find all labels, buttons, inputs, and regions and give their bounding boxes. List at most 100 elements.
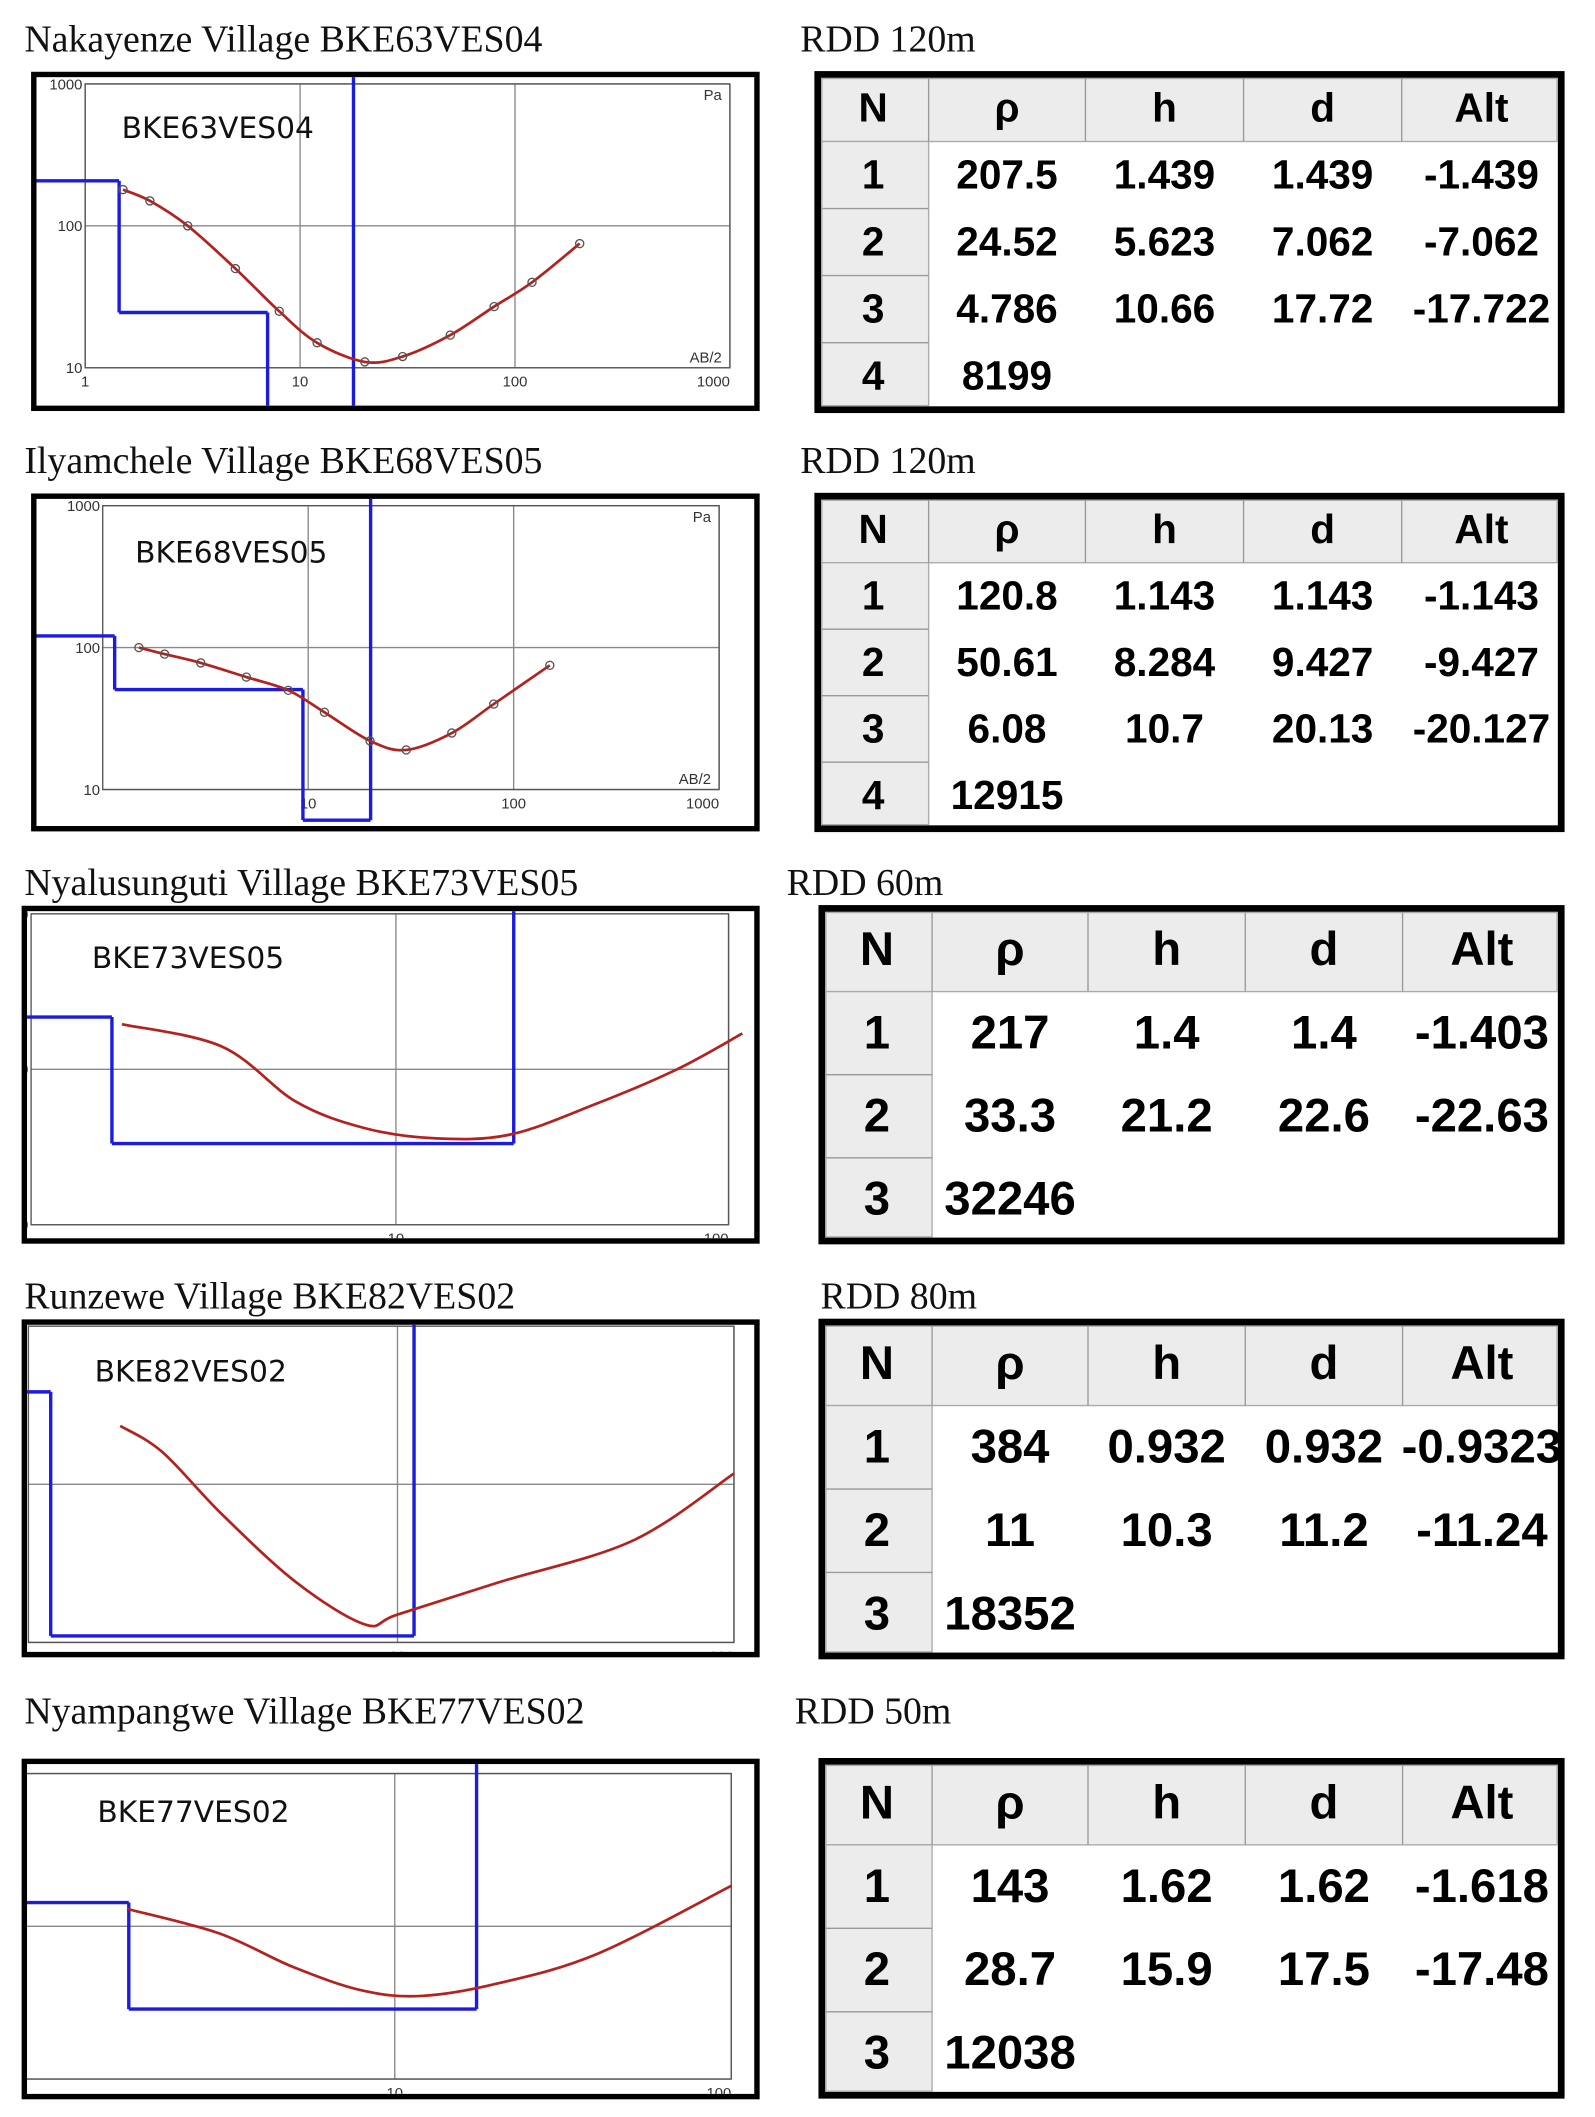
table-cell: 2 <box>864 1943 890 1996</box>
table-caption: RDD 80m <box>820 1276 977 1318</box>
plot-frame <box>102 504 720 791</box>
data-point <box>196 658 206 668</box>
x-axis-label: AB/2 <box>690 350 722 366</box>
table-cell: 6.08 <box>968 705 1047 751</box>
data-point <box>182 221 193 231</box>
data-point <box>365 736 375 746</box>
column-header: ρ <box>994 84 1019 130</box>
header-row <box>821 499 1558 564</box>
column-header: Alt <box>1454 84 1508 130</box>
table-cell: 3 <box>864 2027 890 2080</box>
chart-frame <box>31 493 760 832</box>
table-cell: 143 <box>971 1860 1050 1913</box>
y-tick-label: 10 <box>6 2072 23 2088</box>
table-cell: 4.786 <box>956 286 1057 332</box>
table-cell: 384 <box>971 1420 1051 1473</box>
fitted-curve <box>138 646 551 752</box>
y-tick-label: 10 <box>12 1218 29 1234</box>
index-column <box>821 140 930 407</box>
panel: Nyalusunguti Village BKE73VES05 RDD 60m 10… <box>12 862 1565 1248</box>
plot-area: 10100101001000 <box>27 1324 735 1665</box>
table-cell: 1.4 <box>1291 1006 1357 1059</box>
header-row <box>821 77 1558 143</box>
table-cell: -1.439 <box>1424 151 1539 197</box>
table-cell: 28.7 <box>964 1943 1056 1996</box>
column-header: h <box>1152 84 1177 130</box>
chart-title: Runzewe Village BKE82VES02 <box>24 1276 515 1318</box>
chart-frame <box>21 905 760 1244</box>
table-cell: 1.62 <box>1278 1860 1370 1913</box>
column-header: N <box>860 1337 894 1390</box>
column-header: ρ <box>995 1776 1024 1829</box>
chart-annotation: BKE63VES04 <box>122 111 314 146</box>
y-axis-label: Pa <box>693 510 712 526</box>
column-header: h <box>1152 1776 1181 1829</box>
table-cell: 2 <box>862 639 885 685</box>
data-point <box>312 338 322 348</box>
table-cell: 9.427 <box>1272 639 1373 685</box>
plot-frame <box>27 1325 735 1644</box>
table-cell: -17.722 <box>1413 286 1551 332</box>
table-cell: 10.3 <box>1121 1504 1213 1557</box>
x-tick-label: 10 <box>388 1232 405 1248</box>
chart-title: Nyalusunguti Village BKE73VES05 <box>24 862 578 904</box>
panel: Nyampangwe Village BKE77VES02 RDD 50m1010… <box>6 1691 1565 2102</box>
table-cell: 7.062 <box>1272 218 1373 264</box>
data-point <box>159 649 170 659</box>
table-cell: 1.4 <box>1134 1006 1200 1059</box>
table-caption: RDD 60m <box>787 862 944 904</box>
chart-frame <box>31 71 760 412</box>
column-header: h <box>1152 923 1181 976</box>
table-cell: -9.427 <box>1424 639 1539 685</box>
table-cell: 1.143 <box>1272 572 1373 618</box>
table-cell: 3 <box>864 1587 890 1640</box>
column-header: d <box>1310 84 1335 130</box>
table-cell: 11 <box>985 1504 1035 1557</box>
data-point <box>445 330 456 340</box>
table-cell: 1.439 <box>1114 151 1215 197</box>
data-point <box>241 672 252 682</box>
table-cell: 3 <box>864 1173 890 1226</box>
header-row <box>825 1325 1558 1407</box>
x-tick-label: 10 <box>389 1649 406 1665</box>
table-cell: 2 <box>862 218 885 264</box>
data-point <box>118 184 128 195</box>
x-axis-label: AB/2 <box>679 772 711 788</box>
fitted-curve <box>122 188 581 365</box>
table-cell: 5.623 <box>1114 218 1215 264</box>
table-cell: -20.127 <box>1413 705 1551 751</box>
x-tick-label: 10 <box>387 2086 404 2102</box>
table-cell: 11.2 <box>1279 1504 1368 1557</box>
y-tick-label: 1000 <box>49 77 82 93</box>
plot-frame <box>84 83 731 369</box>
data-point <box>360 357 370 367</box>
table-cell: 8.284 <box>1114 639 1216 685</box>
y-tick-label: 10 <box>66 361 83 377</box>
chart-frame <box>21 1758 760 2100</box>
table-cell: 3 <box>862 705 885 751</box>
column-header: d <box>1310 506 1335 552</box>
plot-area: 10100101001000 <box>6 1764 732 2102</box>
chart-title: Ilyamchele Village BKE68VES05 <box>24 440 542 482</box>
table-cell: 0.932 <box>1107 1420 1225 1473</box>
table-cell: 33.3 <box>964 1089 1056 1142</box>
table-cell: 1 <box>864 1860 890 1913</box>
table-caption: RDD 120m <box>800 18 976 60</box>
index-column <box>825 1404 933 1653</box>
table-cell: 1 <box>864 1420 890 1473</box>
table-cell: 12915 <box>951 772 1064 818</box>
table-cell: -1.403 <box>1415 1006 1549 1059</box>
data-point <box>401 745 411 755</box>
x-tick-label: 100 <box>704 1232 729 1248</box>
column-header: Alt <box>1450 1337 1513 1390</box>
column-header: ρ <box>995 923 1024 976</box>
column-header: d <box>1309 923 1338 976</box>
data-point <box>283 685 294 696</box>
y-tick-label: 100 <box>75 641 100 657</box>
table-cell: -7.062 <box>1424 218 1539 264</box>
